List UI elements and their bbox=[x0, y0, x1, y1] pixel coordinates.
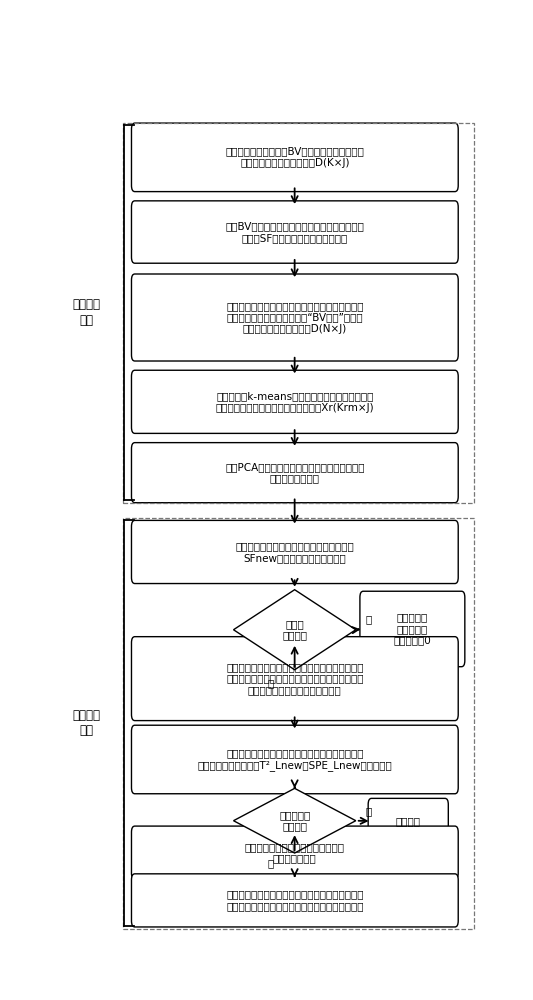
Text: 无: 无 bbox=[365, 806, 372, 816]
FancyBboxPatch shape bbox=[360, 591, 465, 667]
Text: 根据超高速条盒包装机BV运行机理确定统计模型
的监测变量，采集原始数据D(K×J): 根据超高速条盒包装机BV运行机理确定统计模型 的监测变量，采集原始数据D(K×J… bbox=[225, 147, 364, 168]
FancyBboxPatch shape bbox=[132, 370, 458, 433]
FancyBboxPatch shape bbox=[368, 798, 448, 844]
FancyBboxPatch shape bbox=[132, 520, 458, 584]
Text: 采用平滑滤波处理稳定工况滑动时间窗口内数据，
获得移动平均数据，并将其中“BV车速”变量值
大于阈值的作为有效数据D(N×J): 采用平滑滤波处理稳定工况滑动时间窗口内数据， 获得移动平均数据，并将其中“BV车… bbox=[226, 301, 364, 334]
Text: 采用自适应k-means聚类对有效数据的相似度进行
分析，获得每一种稳定工况的建模数据Xr(Krm×J): 采用自适应k-means聚类对有效数据的相似度进行 分析，获得每一种稳定工况的建… bbox=[215, 391, 374, 413]
Polygon shape bbox=[233, 590, 356, 670]
Text: 是否为
稳定工况: 是否为 稳定工况 bbox=[282, 619, 307, 641]
FancyBboxPatch shape bbox=[132, 443, 458, 503]
Text: 离线建模
过程: 离线建模 过程 bbox=[72, 298, 100, 326]
FancyBboxPatch shape bbox=[132, 274, 458, 361]
Text: 有: 有 bbox=[268, 858, 274, 868]
Text: 是: 是 bbox=[268, 679, 274, 689]
Text: 正常工况: 正常工况 bbox=[395, 816, 421, 826]
FancyBboxPatch shape bbox=[132, 826, 458, 879]
FancyBboxPatch shape bbox=[132, 637, 458, 721]
Text: 采用平滑滤波获得当前滑动时间窗口内的移动平均
数据，计算其与各个聚类中心的欧式距离，获得与
当前移动平均数据匹配的监测模型: 采用平滑滤波获得当前滑动时间窗口内的移动平均 数据，计算其与各个聚类中心的欧式距… bbox=[226, 662, 364, 695]
Text: 在首次故障报警时刻，计算各过程变量对超限统计
量的贡献，依据贡献大小确定引起故障的原因变量: 在首次故障报警时刻，计算各过程变量对超限统计 量的贡献，依据贡献大小确定引起故障… bbox=[226, 890, 364, 911]
Text: 否: 否 bbox=[365, 614, 372, 624]
Text: 在线监测
过程: 在线监测 过程 bbox=[72, 709, 100, 737]
Text: 计算当前滑动时间窗口内数据的稳定度因子
SFnew，判断其所处的工况类型: 计算当前滑动时间窗口内数据的稳定度因子 SFnew，判断其所处的工况类型 bbox=[236, 541, 354, 563]
FancyBboxPatch shape bbox=[132, 123, 458, 192]
FancyBboxPatch shape bbox=[132, 874, 458, 927]
Text: 采用PCA方法建立每一种稳定工况的统计监测模
型，并求取控制限: 采用PCA方法建立每一种稳定工况的统计监测模 型，并求取控制限 bbox=[225, 462, 365, 483]
Text: 两个统计量
有无超限: 两个统计量 有无超限 bbox=[279, 810, 310, 832]
Text: 利用匹配监测模型的均值和标准差进行移动平均数
据的标准化处理，计算T²_Lnew和SPE_Lnew监测统计量: 利用匹配监测模型的均值和标准差进行移动平均数 据的标准化处理，计算T²_Lnew… bbox=[197, 748, 392, 771]
Text: 依据首次故障报警时间的定义，判断
故障发生的时间: 依据首次故障报警时间的定义，判断 故障发生的时间 bbox=[245, 842, 345, 863]
Text: 将当前时刻
两个监测统
计量赋值为0: 将当前时刻 两个监测统 计量赋值为0 bbox=[393, 612, 431, 646]
FancyBboxPatch shape bbox=[132, 725, 458, 794]
Text: 基于BV车速检测值，采用滑动时间窗口计算稳定
度因子SF，辨识稳定工况和过渡工况: 基于BV车速检测值，采用滑动时间窗口计算稳定 度因子SF，辨识稳定工况和过渡工况 bbox=[225, 221, 364, 243]
Polygon shape bbox=[233, 788, 356, 853]
FancyBboxPatch shape bbox=[132, 201, 458, 263]
